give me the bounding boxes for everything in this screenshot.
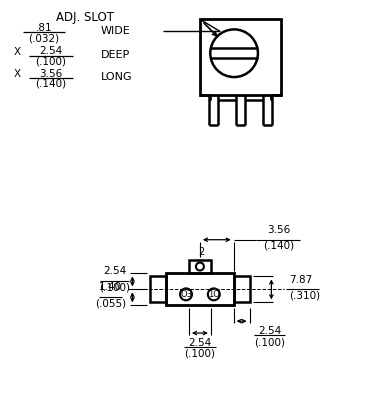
Text: 2.54: 2.54 [188, 338, 212, 348]
Text: (.055): (.055) [95, 298, 126, 308]
Text: 1O: 1O [208, 290, 220, 299]
Text: 2.54: 2.54 [103, 266, 126, 276]
Text: (.100): (.100) [35, 57, 67, 67]
Text: 1.40: 1.40 [99, 282, 122, 292]
Text: 2: 2 [198, 247, 204, 257]
Text: (.032): (.032) [29, 33, 60, 43]
Text: (.140): (.140) [263, 241, 294, 251]
Text: (.100): (.100) [99, 282, 130, 292]
Text: DEEP: DEEP [101, 50, 130, 60]
Text: WIDE: WIDE [101, 26, 130, 36]
Text: O3: O3 [180, 290, 192, 299]
Bar [166, 274, 233, 305]
Text: 2.54: 2.54 [258, 326, 281, 336]
Bar [200, 19, 281, 95]
Text: (.100): (.100) [254, 337, 285, 347]
Bar [150, 276, 166, 302]
Text: (.310): (.310) [289, 290, 320, 300]
Bar [189, 260, 211, 274]
Bar [233, 276, 250, 302]
Text: X: X [14, 47, 21, 57]
Text: .81: .81 [36, 23, 52, 33]
Text: 2.54: 2.54 [39, 46, 63, 56]
Text: 3.56: 3.56 [39, 69, 63, 79]
Text: (.100): (.100) [184, 349, 215, 359]
Text: 7.87: 7.87 [289, 276, 312, 286]
Text: 3.56: 3.56 [267, 225, 290, 235]
Text: X: X [14, 69, 21, 79]
Text: LONG: LONG [101, 72, 132, 82]
Text: ADJ. SLOT: ADJ. SLOT [56, 11, 114, 24]
Text: (.140): (.140) [35, 79, 67, 89]
